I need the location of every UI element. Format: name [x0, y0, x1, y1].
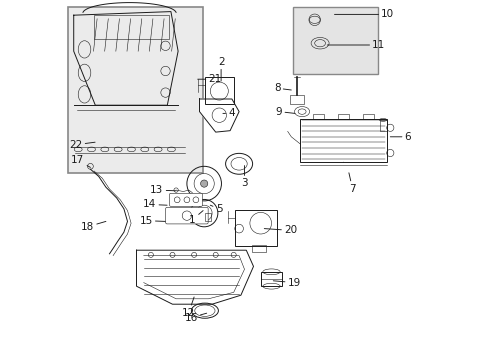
Bar — [292, 7, 377, 74]
Text: 3: 3 — [241, 166, 247, 188]
Bar — [93, 15, 169, 39]
Text: 18: 18 — [81, 221, 106, 232]
Text: 22: 22 — [69, 140, 95, 150]
Text: 4: 4 — [223, 108, 234, 118]
Bar — [68, 7, 203, 173]
FancyBboxPatch shape — [169, 193, 202, 206]
Text: 11: 11 — [326, 40, 385, 50]
FancyBboxPatch shape — [165, 207, 208, 224]
Text: 12: 12 — [182, 297, 195, 318]
Text: 13: 13 — [150, 185, 176, 195]
Bar — [251, 245, 265, 252]
Text: 20: 20 — [264, 225, 297, 235]
Text: 6: 6 — [389, 132, 410, 142]
Bar — [312, 114, 323, 119]
Text: 1: 1 — [189, 211, 203, 225]
Bar — [337, 114, 348, 119]
Text: 14: 14 — [143, 199, 167, 210]
Polygon shape — [199, 99, 239, 132]
Text: 7: 7 — [348, 173, 355, 194]
Circle shape — [200, 180, 207, 187]
Bar — [204, 213, 211, 221]
Polygon shape — [136, 250, 253, 304]
Bar — [235, 210, 276, 246]
Bar — [289, 95, 303, 104]
Text: 19: 19 — [273, 278, 300, 288]
Text: 21: 21 — [197, 74, 221, 84]
Text: 9: 9 — [275, 107, 294, 117]
Text: 10: 10 — [334, 9, 394, 19]
Text: 5: 5 — [210, 204, 222, 214]
Text: 17: 17 — [71, 155, 90, 167]
Bar — [260, 272, 282, 286]
Bar — [300, 119, 386, 162]
Bar — [363, 114, 373, 119]
Text: 8: 8 — [273, 83, 291, 93]
Bar — [204, 77, 233, 104]
Text: 2: 2 — [217, 57, 224, 81]
Text: 16: 16 — [184, 312, 206, 323]
Text: 15: 15 — [139, 216, 165, 226]
Circle shape — [201, 210, 206, 216]
Bar — [379, 120, 386, 131]
